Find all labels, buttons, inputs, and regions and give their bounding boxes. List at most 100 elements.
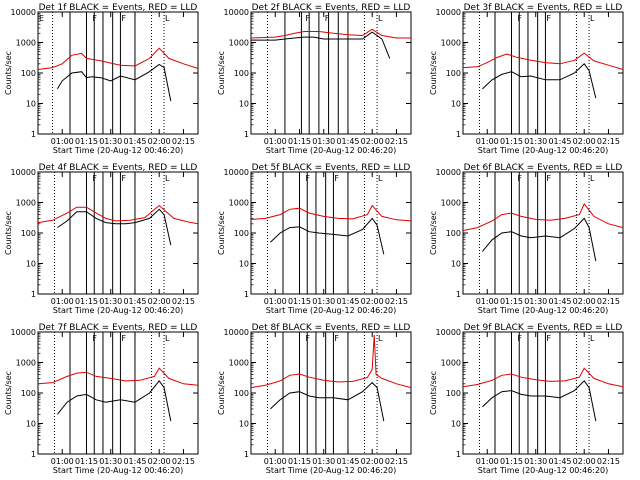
y-tick-label: 10000 [224, 8, 249, 17]
marker-letter: F [517, 334, 522, 343]
events-series-line [270, 381, 385, 422]
plot-frame [250, 331, 412, 455]
y-tick-label: 100 [21, 229, 36, 238]
y-tick-label: 10000 [436, 168, 461, 177]
chart-title: Det 4f BLACK = Events, RED = LLD [39, 163, 198, 173]
marker-letter: F [334, 334, 339, 343]
y-tick-label: 1000 [16, 359, 36, 368]
x-tick-label: 02:00 [573, 297, 596, 306]
x-tick-label: 01:00 [476, 297, 499, 306]
plot-frame [462, 171, 624, 295]
x-tick-label: 02:15 [385, 297, 408, 306]
marker-letter: L [590, 174, 595, 183]
y-tick-label: 100 [234, 229, 249, 238]
x-tick-label: 02:15 [172, 137, 195, 146]
marker-letter: L [378, 14, 383, 23]
lld-series-line [37, 47, 199, 70]
y-tick-label: 1000 [229, 39, 249, 48]
y-tick-label: 100 [446, 69, 461, 78]
x-axis-label: Start Time (20-Aug-12 00:46:20) [53, 146, 184, 155]
x-tick-label: 01:00 [476, 457, 499, 466]
y-axis-label: Counts/sec [217, 51, 226, 95]
lld-series-line [37, 204, 199, 225]
x-tick-label: 01:30 [99, 457, 122, 466]
y-axis-label: Counts/sec [429, 211, 438, 255]
chart-panel-5: Det 5f BLACK = Events, RED = LLD 1 10 100 10… [217, 163, 412, 315]
marker-letter: F [546, 14, 551, 23]
lld-series-line [250, 334, 412, 389]
chart-panel-4: Det 4f BLACK = Events, RED = LLD 1 10 100 10… [4, 163, 199, 315]
y-tick-label: 10 [451, 100, 461, 109]
y-axis-label: Counts/sec [429, 371, 438, 415]
y-tick-label: 100 [234, 389, 249, 398]
lld-series-line [462, 367, 624, 388]
y-tick-label: 10000 [11, 8, 36, 17]
marker-letter: F [305, 14, 310, 23]
events-series-line [56, 63, 172, 102]
y-tick-label: 10000 [11, 328, 36, 337]
x-tick-label: 01:15 [500, 297, 523, 306]
y-tick-label: 1 [456, 130, 461, 139]
marker-letter: F [92, 174, 97, 183]
x-tick-label: 02:15 [597, 137, 620, 146]
marker-letter: L [165, 174, 170, 183]
x-tick-label: 01:30 [312, 297, 335, 306]
y-tick-label: 10 [451, 260, 461, 269]
y-axis-label: Counts/sec [4, 211, 13, 255]
chart-title: Det 8f BLACK = Events, RED = LLD [252, 323, 411, 333]
marker-letter: F [121, 334, 126, 343]
x-axis-label: Start Time (20-Aug-12 00:46:20) [266, 466, 397, 475]
events-series-line [270, 217, 385, 255]
y-tick-label: 1000 [441, 359, 461, 368]
marker-letter: L [165, 14, 170, 23]
x-tick-label: 01:45 [123, 297, 146, 306]
marker-letter: L [378, 334, 383, 343]
x-tick-label: 01:45 [548, 137, 571, 146]
y-axis-label: Counts/sec [217, 211, 226, 255]
plot-frame [250, 11, 412, 135]
y-tick-label: 10000 [436, 8, 461, 17]
chart-panel-2: Det 2f BLACK = Events, RED = LLD 1 10 100 10… [217, 3, 412, 155]
x-tick-label: 01:15 [75, 137, 98, 146]
events-series-line [482, 217, 597, 262]
y-tick-label: 1000 [229, 199, 249, 208]
y-tick-label: 1 [456, 290, 461, 299]
lld-series-line [37, 367, 199, 386]
x-tick-label: 01:15 [288, 297, 311, 306]
x-tick-label: 01:15 [500, 457, 523, 466]
x-tick-label: 01:45 [123, 137, 146, 146]
lld-series-line [250, 28, 411, 39]
y-tick-label: 10 [239, 100, 249, 109]
y-axis-label: Counts/sec [429, 51, 438, 95]
chart-title: Det 3f BLACK = Events, RED = LLD [464, 3, 623, 13]
y-tick-label: 10 [239, 260, 249, 269]
x-tick-label: 01:30 [524, 297, 547, 306]
plot-frame [250, 171, 412, 295]
y-tick-label: 1 [31, 290, 36, 299]
y-tick-label: 100 [446, 389, 461, 398]
events-series-line [251, 31, 391, 59]
marker-letter: F [334, 174, 339, 183]
y-tick-label: 10 [26, 420, 36, 429]
x-tick-label: 01:45 [548, 457, 571, 466]
chart-panel-3: Det 3f BLACK = Events, RED = LLD 1 10 100 10… [429, 3, 624, 155]
x-tick-label: 02:15 [172, 297, 195, 306]
x-tick-label: 01:00 [51, 457, 74, 466]
y-tick-label: 10000 [11, 168, 36, 177]
chart-title: Det 1f BLACK = Events, RED = LLD [39, 3, 198, 13]
x-tick-label: 02:15 [597, 457, 620, 466]
y-tick-label: 1000 [16, 39, 36, 48]
x-tick-label: 01:00 [264, 137, 287, 146]
marker-letter: F [121, 174, 126, 183]
x-tick-label: 01:00 [51, 297, 74, 306]
x-tick-label: 01:00 [264, 457, 287, 466]
x-tick-label: 02:15 [385, 137, 408, 146]
x-tick-label: 01:00 [264, 297, 287, 306]
marker-letter: L [590, 14, 595, 23]
x-tick-label: 01:45 [336, 137, 359, 146]
x-tick-label: 01:45 [548, 297, 571, 306]
y-tick-label: 100 [21, 389, 36, 398]
x-tick-label: 02:00 [573, 457, 596, 466]
marker-letter: F [517, 174, 522, 183]
chart-title: Det 9f BLACK = Events, RED = LLD [464, 323, 623, 333]
